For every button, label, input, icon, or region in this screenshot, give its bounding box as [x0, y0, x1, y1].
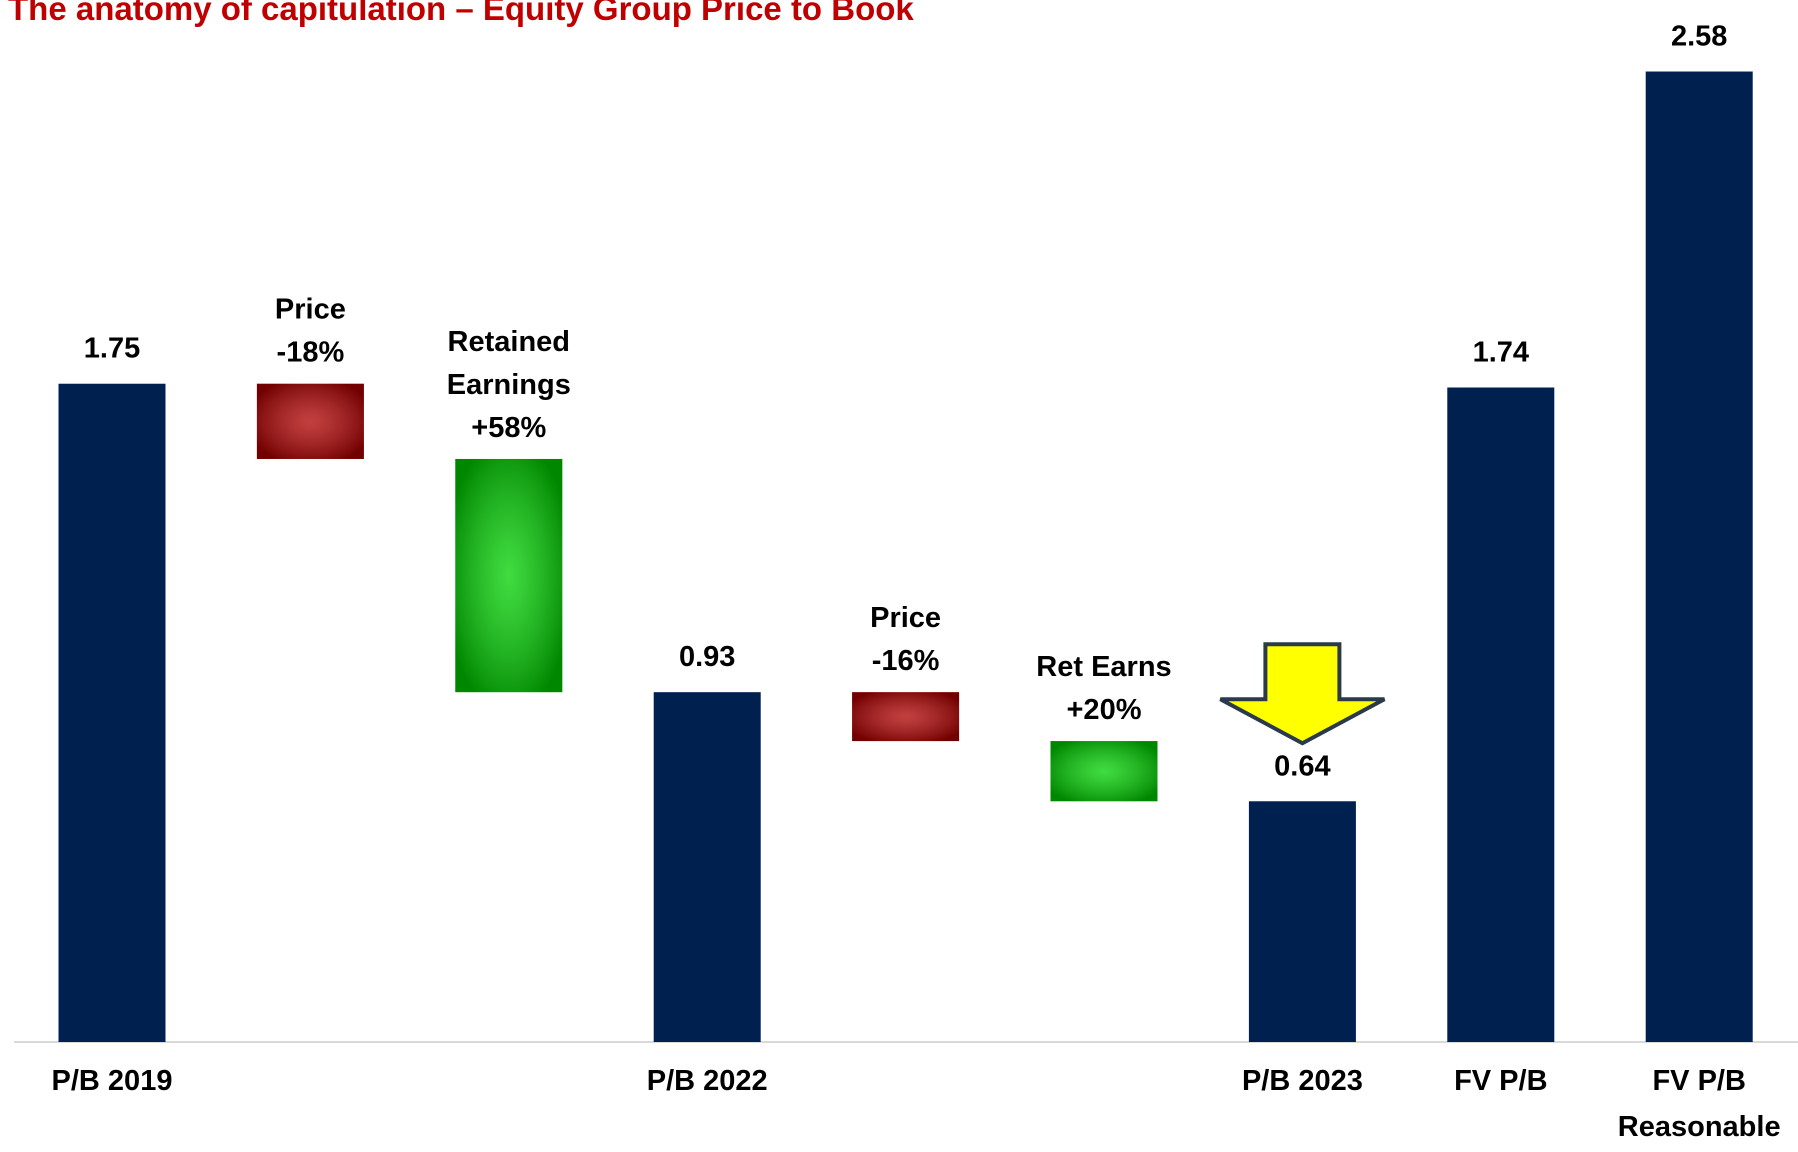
- annotation: Price -16%: [870, 602, 941, 677]
- x-tick-label: P/B 2019: [52, 1065, 173, 1097]
- bar: [1645, 71, 1753, 1043]
- bar-shade: [455, 458, 563, 693]
- bar-shade: [1050, 741, 1158, 802]
- chart-title: The anatomy of capitulation – Equity Gro…: [8, 0, 914, 27]
- bar-shade: [256, 383, 364, 459]
- x-tick-label: P/B 2022: [647, 1065, 768, 1097]
- annotation: Price -18%: [275, 294, 346, 369]
- bar: [1248, 801, 1356, 1042]
- value-label: 1.74: [1473, 336, 1529, 368]
- x-tick-label: FV P/B Reasonable: [1618, 1065, 1781, 1143]
- value-label: 1.75: [84, 333, 140, 365]
- x-tick-label: P/B 2023: [1242, 1065, 1363, 1097]
- highlight-arrow: [1219, 642, 1386, 746]
- annotation: Retained Earnings +58%: [447, 326, 571, 444]
- bar-shade: [852, 692, 960, 742]
- annotation: Ret Earns +20%: [1036, 651, 1171, 726]
- bar: [1447, 387, 1555, 1042]
- value-label: 2.58: [1671, 21, 1727, 53]
- value-label: 0.93: [679, 641, 735, 673]
- x-tick-label: FV P/B: [1454, 1065, 1547, 1097]
- value-label: 0.64: [1274, 750, 1330, 782]
- bar: [653, 692, 761, 1042]
- bar: [58, 383, 166, 1042]
